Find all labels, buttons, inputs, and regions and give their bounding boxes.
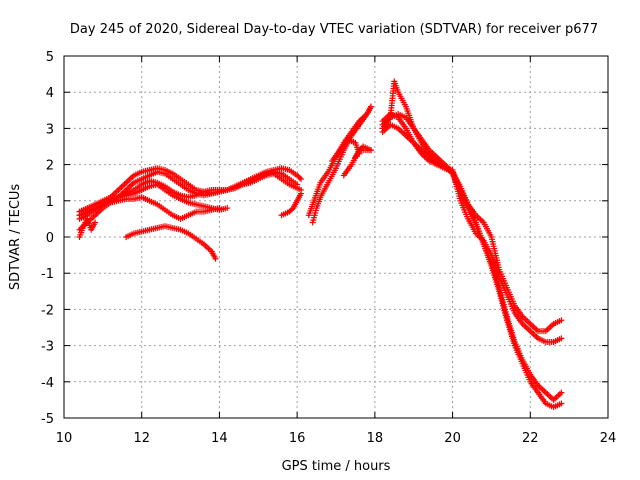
series-track-h (278, 190, 305, 219)
y-axis-label: SDTVAR / TECUs (8, 184, 23, 291)
x-tick-label: 24 (600, 431, 617, 446)
x-axis-label: GPS time / hours (282, 459, 391, 474)
y-tick-label: 4 (46, 86, 54, 101)
data-point (558, 389, 565, 396)
y-tick-label: 3 (46, 122, 54, 137)
series-track-g (76, 215, 99, 240)
y-tick-label: 0 (46, 231, 54, 246)
data-point (92, 219, 99, 226)
y-tick-label: -5 (41, 412, 54, 427)
x-tick-label: 14 (211, 431, 228, 446)
y-tick-label: 1 (46, 195, 54, 210)
x-tick-label: 16 (289, 431, 306, 446)
y-tick-label: -3 (41, 340, 54, 355)
y-tick-label: 5 (46, 50, 54, 65)
data-point (356, 150, 363, 157)
data-points (76, 78, 565, 411)
y-tick-label: -1 (41, 267, 54, 282)
x-tick-label: 22 (522, 431, 539, 446)
data-point (367, 147, 374, 154)
chart-title: Day 245 of 2020, Sidereal Day-to-day VTE… (70, 22, 598, 37)
grid-lines (64, 56, 608, 418)
series-track-m (329, 136, 363, 164)
y-tick-label: -4 (41, 376, 54, 391)
series-track-f (123, 223, 219, 262)
series-track-j (309, 103, 374, 226)
data-point (558, 400, 565, 407)
data-point (558, 335, 565, 342)
data-point (558, 317, 565, 324)
x-tick-label: 12 (133, 431, 150, 446)
data-point (298, 176, 305, 183)
x-tick-label: 20 (444, 431, 461, 446)
x-tick-label: 10 (56, 431, 73, 446)
data-point (224, 205, 231, 212)
data-point (288, 206, 295, 213)
data-point (212, 255, 219, 262)
data-point (296, 174, 303, 181)
data-point (216, 205, 223, 212)
data-point (367, 103, 374, 110)
series-track-q (379, 121, 565, 345)
series-track-e (76, 194, 223, 233)
x-tick-label: 18 (367, 431, 384, 446)
y-tick-label: -2 (41, 303, 54, 318)
data-point (298, 190, 305, 197)
y-tick-label: 2 (46, 159, 54, 174)
series-track-o (379, 110, 565, 403)
